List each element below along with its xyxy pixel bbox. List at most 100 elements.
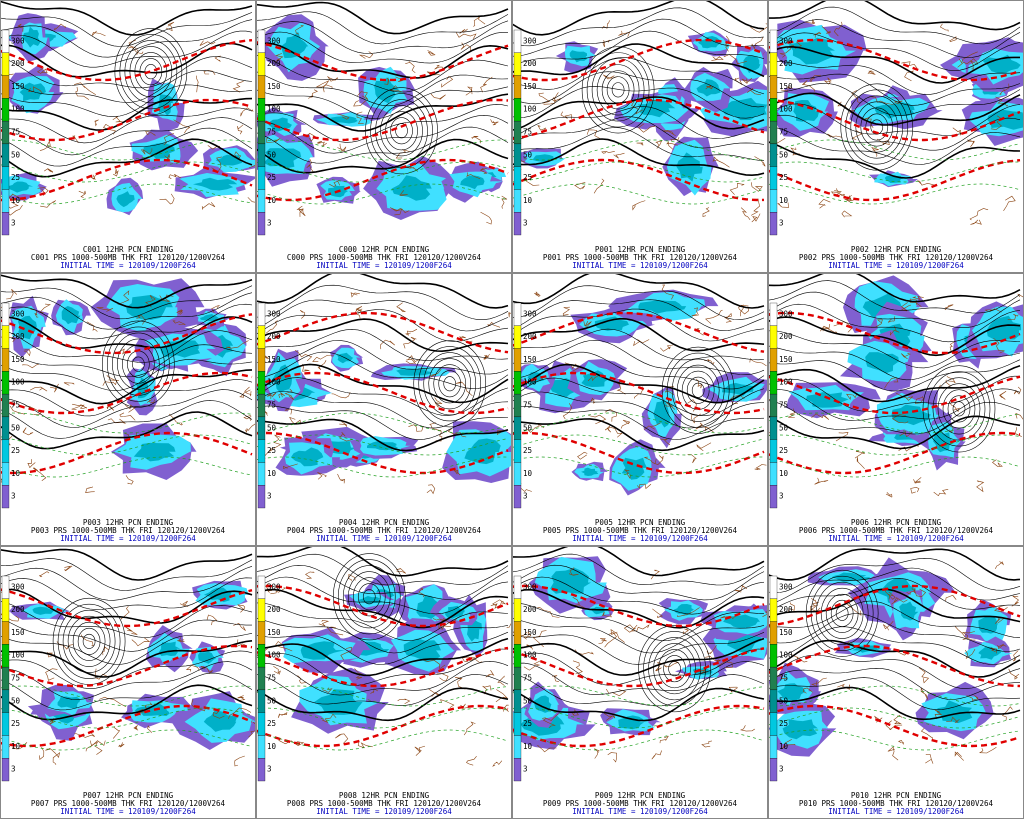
isobar	[1, 138, 253, 178]
isobar	[1, 56, 253, 89]
political-border	[610, 628, 625, 643]
political-border	[920, 727, 934, 742]
isobar	[257, 363, 509, 404]
color-bar-segment	[257, 52, 266, 76]
isobar	[1, 329, 253, 363]
political-border	[45, 748, 60, 758]
low-center-isobar	[653, 643, 696, 695]
isobar	[513, 553, 765, 586]
color-bar-label: 300	[11, 582, 25, 591]
political-border	[248, 721, 255, 738]
low-center-isobar	[342, 565, 396, 629]
political-border	[395, 568, 407, 574]
isobar	[257, 71, 509, 107]
political-border	[933, 489, 949, 497]
thickness-line-minor	[257, 139, 509, 161]
low-center-isobar	[815, 581, 869, 645]
color-bar-segment	[513, 325, 522, 349]
precip-heavy	[936, 700, 973, 724]
political-border	[820, 325, 838, 334]
isobar	[513, 547, 765, 577]
thickness-line-minor	[1, 183, 253, 205]
political-border	[80, 634, 94, 646]
isobar	[513, 673, 765, 707]
color-bar-segment	[769, 29, 778, 53]
color-bar-label: 75	[267, 401, 276, 410]
thickness-line	[769, 584, 1021, 627]
low-center-isobar	[835, 605, 849, 621]
isobar	[769, 400, 1021, 435]
political-border	[670, 137, 680, 142]
political-border	[39, 571, 50, 578]
political-border	[777, 202, 789, 208]
isobar	[1, 650, 253, 690]
political-border	[994, 617, 1005, 624]
color-bar-label: 25	[523, 446, 532, 455]
political-border	[430, 93, 446, 100]
panel-title: P007 12HR PCN ENDING	[83, 791, 174, 800]
political-border	[212, 709, 225, 719]
political-border	[993, 337, 1005, 354]
political-border	[605, 688, 627, 697]
low-center-isobar	[72, 621, 106, 661]
precip-heavy	[874, 101, 915, 119]
color-bar-segment	[1, 75, 10, 99]
political-border	[651, 750, 662, 760]
isobar	[769, 345, 1021, 381]
color-bar-label: 300	[779, 309, 793, 318]
precip-heavy	[891, 404, 932, 426]
political-border	[897, 740, 904, 745]
color-bar-label: 3	[523, 765, 528, 774]
map-panel	[1, 274, 255, 493]
thickness-line-minor	[513, 456, 764, 478]
color-bar-label: 25	[11, 173, 20, 182]
political-border	[163, 133, 175, 146]
political-border	[354, 308, 362, 319]
political-border	[354, 668, 363, 680]
color-bar-label: 75	[523, 128, 532, 137]
panel-border	[512, 0, 768, 273]
isobar	[513, 7, 765, 47]
precip-heavy	[374, 77, 400, 104]
thickness-line	[769, 311, 1021, 355]
political-border	[501, 195, 508, 209]
color-bar-label: 25	[779, 173, 788, 182]
precip-heavy	[57, 696, 81, 709]
low-center-isobar	[845, 89, 909, 165]
isobar	[257, 418, 509, 452]
political-border	[958, 51, 978, 64]
political-border	[568, 567, 579, 576]
political-border	[594, 748, 600, 759]
color-bar-segment	[513, 166, 522, 190]
political-border	[884, 377, 899, 389]
political-border	[483, 354, 490, 361]
color-bar-segment	[257, 393, 266, 418]
political-border	[787, 602, 795, 614]
political-border	[802, 687, 814, 694]
isobar	[257, 138, 509, 174]
political-border	[266, 138, 281, 143]
political-border	[999, 391, 1007, 400]
map-panel	[1, 548, 255, 767]
color-bar-segment	[1, 143, 10, 167]
thickness-line-minor	[769, 685, 1021, 707]
precip-heavy	[203, 710, 238, 732]
isobar	[1, 274, 253, 309]
political-border	[632, 200, 646, 211]
map-panel	[257, 274, 511, 495]
color-bar-label: 3	[267, 219, 272, 228]
low-center-isobar	[810, 575, 874, 651]
thickness-line-minor	[1, 685, 253, 707]
political-border	[465, 86, 473, 96]
color-bar-label: 3	[11, 219, 16, 228]
color-bar-label: 10	[779, 469, 789, 478]
political-border	[405, 358, 416, 365]
precip-heavy	[7, 181, 34, 193]
precip-heavy	[673, 604, 695, 616]
panel-border	[512, 273, 768, 546]
political-border	[607, 752, 618, 763]
political-border	[85, 486, 95, 493]
political-border	[614, 381, 626, 395]
color-bar-segment	[257, 598, 266, 622]
color-bar-segment	[513, 439, 522, 463]
